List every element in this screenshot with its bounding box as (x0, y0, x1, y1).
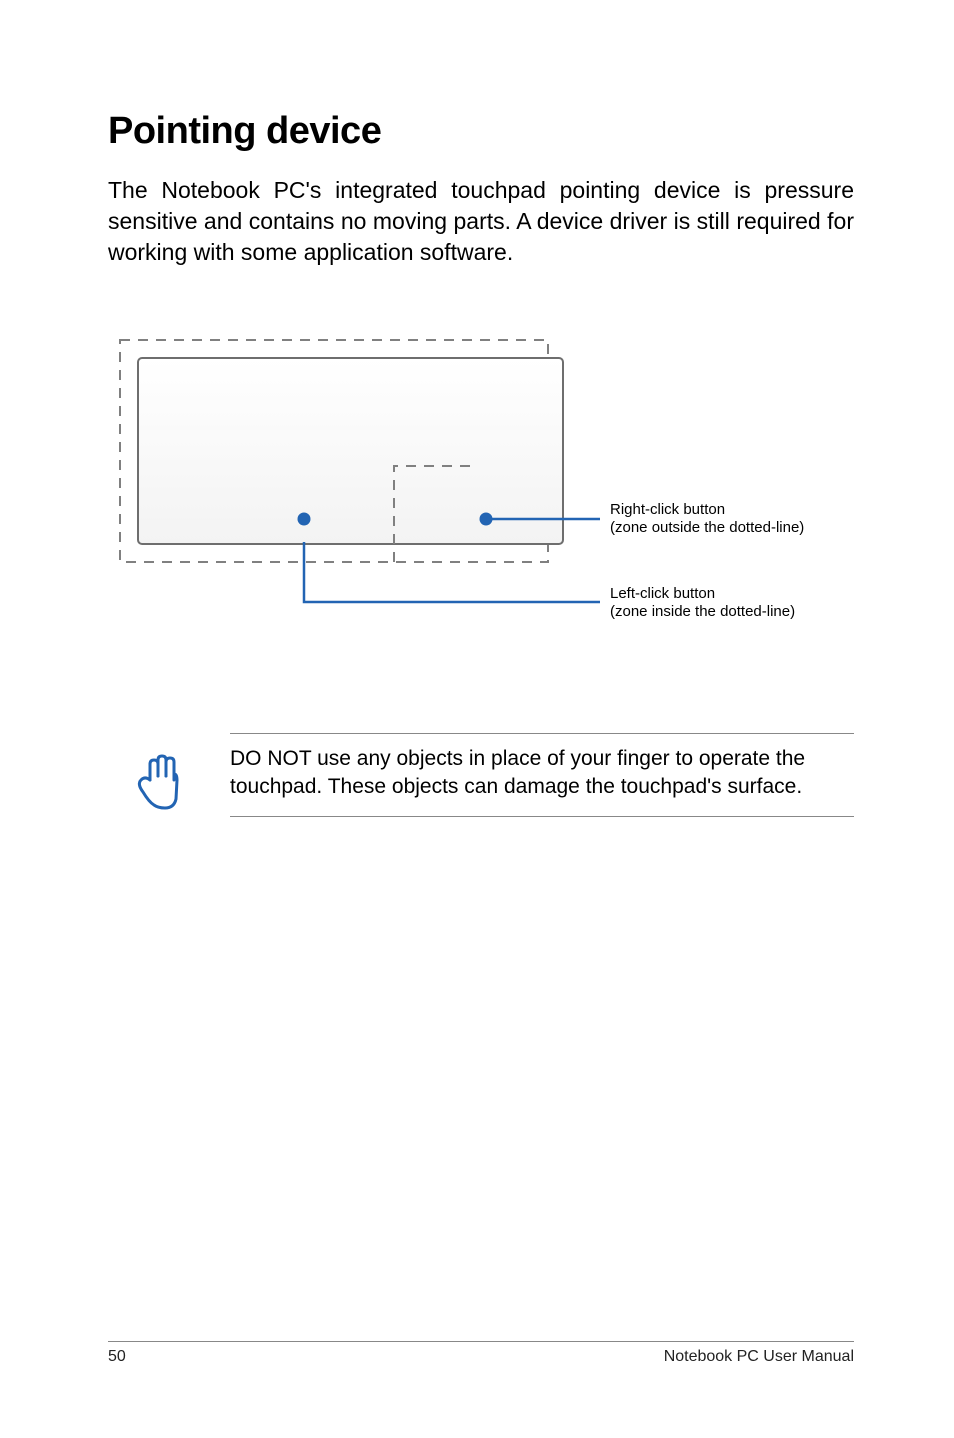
intro-text: The Notebook PC's integrated touchpad po… (108, 175, 854, 268)
touchpad-svg: Right-click button(zone outside the dott… (108, 328, 868, 658)
page-number: 50 (108, 1348, 126, 1366)
svg-text:Right-click button: Right-click button (610, 501, 725, 518)
touchpad-diagram: Right-click button(zone outside the dott… (108, 328, 854, 663)
svg-text:(zone inside the dotted-line): (zone inside the dotted-line) (610, 603, 795, 620)
warning-text: DO NOT use any objects in place of your … (230, 745, 854, 802)
svg-text:Left-click button: Left-click button (610, 585, 715, 602)
hand-stop-icon (132, 752, 186, 817)
svg-text:(zone outside the dotted-line): (zone outside the dotted-line) (610, 519, 804, 536)
page-title: Pointing device (108, 110, 854, 153)
warning-callout: DO NOT use any objects in place of your … (108, 733, 854, 817)
page-footer: 50 Notebook PC User Manual (108, 1341, 854, 1366)
manual-title: Notebook PC User Manual (664, 1348, 854, 1366)
